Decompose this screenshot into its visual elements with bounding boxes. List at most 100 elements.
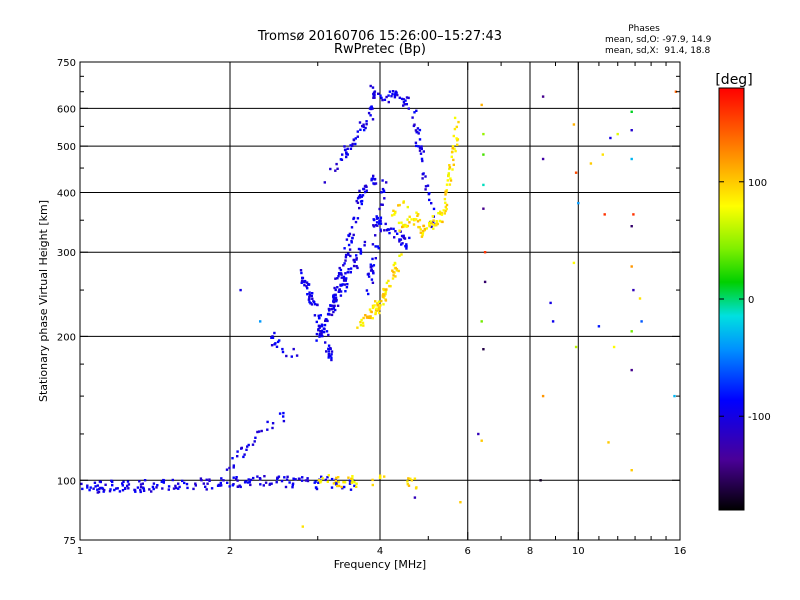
o-mode-point <box>375 221 379 224</box>
o-mode-point <box>318 326 321 329</box>
o-mode-point <box>402 101 406 104</box>
o-mode-point <box>317 481 320 484</box>
o-mode-point <box>388 90 392 93</box>
sparse-point <box>551 320 555 323</box>
o-mode-point <box>372 96 375 99</box>
x-mode-point <box>442 209 445 212</box>
sparse-point <box>630 225 633 228</box>
x-mode-point <box>415 218 418 221</box>
o-mode-point <box>339 290 343 293</box>
o-mode-point <box>336 277 339 280</box>
x-mode-point <box>398 229 401 232</box>
o-mode-point <box>126 484 129 488</box>
o-mode-point <box>354 142 357 146</box>
x-mode-point <box>439 210 442 213</box>
x-mode-point <box>425 227 428 230</box>
o-mode-point <box>249 478 253 482</box>
x-mode-point <box>429 220 432 223</box>
x-mode-point <box>342 481 345 484</box>
o-mode-point <box>414 141 418 144</box>
o-mode-point <box>192 487 195 491</box>
o-mode-point <box>376 216 380 220</box>
o-mode-point <box>332 310 335 314</box>
o-mode-point <box>243 453 246 456</box>
o-mode-point <box>334 293 337 296</box>
x-mode-point <box>430 221 433 225</box>
x-mode-point <box>380 299 383 303</box>
x-mode-point <box>419 228 422 231</box>
o-mode-point <box>394 230 397 233</box>
o-mode-point <box>308 291 311 294</box>
o-mode-point <box>277 475 281 478</box>
x-mode-point <box>402 225 405 228</box>
o-mode-point <box>339 268 343 272</box>
x-mode-point <box>453 116 457 120</box>
o-mode-point <box>364 126 367 130</box>
o-mode-point <box>400 243 403 246</box>
o-mode-point <box>353 260 356 264</box>
o-mode-point <box>420 147 423 150</box>
o-mode-point <box>111 484 114 487</box>
x-mode-point <box>319 481 322 484</box>
x-mode-point <box>445 183 449 186</box>
o-mode-point <box>372 271 375 275</box>
o-mode-point <box>400 234 404 238</box>
o-mode-point <box>330 353 333 356</box>
o-mode-point <box>356 266 359 270</box>
o-mode-point <box>300 271 303 275</box>
o-mode-point <box>369 114 372 117</box>
o-mode-point <box>335 300 338 303</box>
o-mode-point <box>343 283 346 286</box>
o-mode-point <box>156 484 159 487</box>
o-mode-point <box>324 319 327 322</box>
o-mode-point <box>347 234 350 237</box>
o-mode-point <box>405 96 409 99</box>
o-mode-point <box>356 135 359 138</box>
o-mode-point <box>314 480 317 483</box>
o-mode-point <box>413 111 416 114</box>
x-mode-point <box>446 179 449 182</box>
o-mode-point <box>419 152 423 155</box>
o-mode-point <box>343 247 346 250</box>
o-mode-point <box>384 222 387 226</box>
o-mode-point <box>349 270 352 274</box>
y-tick-label: 200 <box>57 332 76 343</box>
x-mode-point <box>407 477 410 480</box>
x-mode-point <box>392 263 395 267</box>
x-mode-point <box>455 137 458 140</box>
o-mode-point <box>80 482 83 486</box>
x-mode-point <box>355 482 358 485</box>
o-mode-point <box>378 222 381 225</box>
chart-subtitle: RwPretec (Bp) <box>334 42 426 57</box>
o-mode-point <box>139 485 143 489</box>
o-mode-point <box>348 232 352 236</box>
o-mode-point <box>334 482 337 485</box>
o-mode-point <box>351 142 354 146</box>
o-mode-point <box>344 290 347 293</box>
sparse-point <box>630 129 633 132</box>
x-mode-point <box>397 269 400 273</box>
x-tick-label: 1 <box>77 546 83 557</box>
sparse-point <box>630 110 633 113</box>
x-mode-point <box>384 293 387 296</box>
o-mode-point <box>415 144 418 148</box>
o-mode-point <box>219 481 222 485</box>
o-mode-point <box>372 174 375 178</box>
o-mode-point <box>270 336 273 339</box>
o-mode-point <box>374 257 377 260</box>
o-mode-point <box>247 478 250 481</box>
o-mode-point <box>328 309 331 312</box>
o-mode-point <box>285 478 289 481</box>
o-mode-point <box>356 197 360 200</box>
o-mode-point <box>380 203 383 206</box>
o-mode-point <box>141 482 144 485</box>
o-mode-point <box>276 478 279 481</box>
sparse-point <box>301 525 304 528</box>
o-mode-point <box>344 256 348 259</box>
o-mode-point <box>408 236 411 240</box>
x-mode-point <box>369 316 372 320</box>
o-mode-point <box>121 484 124 487</box>
o-mode-point <box>345 155 348 159</box>
o-mode-point <box>352 138 356 142</box>
o-mode-point <box>335 482 338 485</box>
